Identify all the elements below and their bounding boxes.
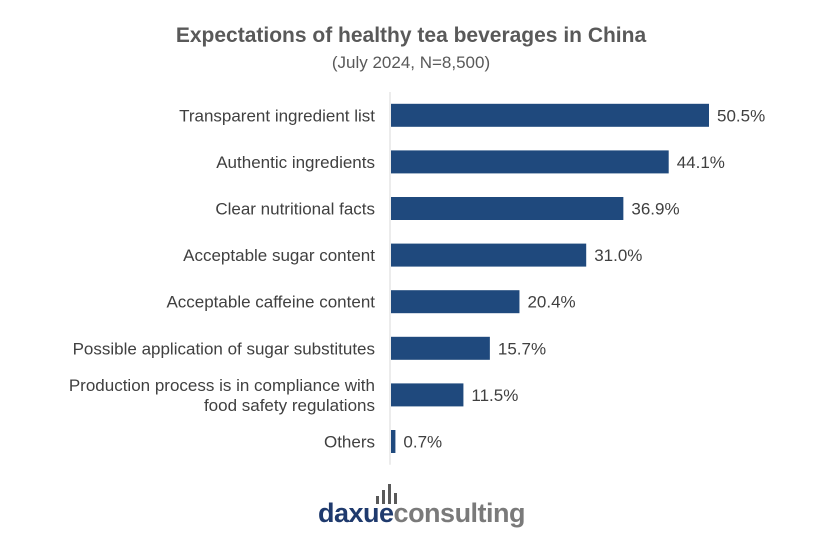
bar-value-label: 20.4% <box>527 293 575 312</box>
category-label: Clear nutritional facts <box>215 200 375 219</box>
category-label: Others <box>324 433 375 452</box>
bar <box>391 150 669 174</box>
category-label: Production process is in compliance with… <box>69 376 375 415</box>
daxue-consulting-logo: daxueconsulting <box>318 484 526 528</box>
logo-text-consulting: consulting <box>393 498 526 528</box>
bar <box>391 383 464 407</box>
chart-subtitle: (July 2024, N=8,500) <box>331 53 491 72</box>
logo-text-daxue: daxue <box>318 498 394 528</box>
bar-value-label: 31.0% <box>594 246 642 265</box>
bar-value-label: 50.5% <box>717 106 765 125</box>
bar <box>391 336 490 360</box>
logo-bars-icon <box>376 484 404 504</box>
bar <box>391 290 520 314</box>
bar-value-label: 44.1% <box>677 153 725 172</box>
bar <box>391 430 396 453</box>
logo-wordmark: daxueconsulting <box>318 498 526 529</box>
bar-value-label: 11.5% <box>471 386 518 405</box>
category-label: Transparent ingredient list <box>179 106 375 125</box>
bar-value-label: 36.9% <box>631 200 679 219</box>
category-label: Acceptable caffeine content <box>166 293 375 312</box>
bar <box>391 197 624 220</box>
chart-title: Expectations of healthy tea beverages in… <box>175 24 647 47</box>
bar <box>391 243 587 267</box>
bar-value-label: 15.7% <box>498 339 546 358</box>
category-label: Authentic ingredients <box>216 153 375 172</box>
category-label: Possible application of sugar substitute… <box>73 339 375 358</box>
category-label: Acceptable sugar content <box>183 246 375 265</box>
bar-value-label: 0.7% <box>403 433 442 452</box>
bar <box>391 103 709 127</box>
